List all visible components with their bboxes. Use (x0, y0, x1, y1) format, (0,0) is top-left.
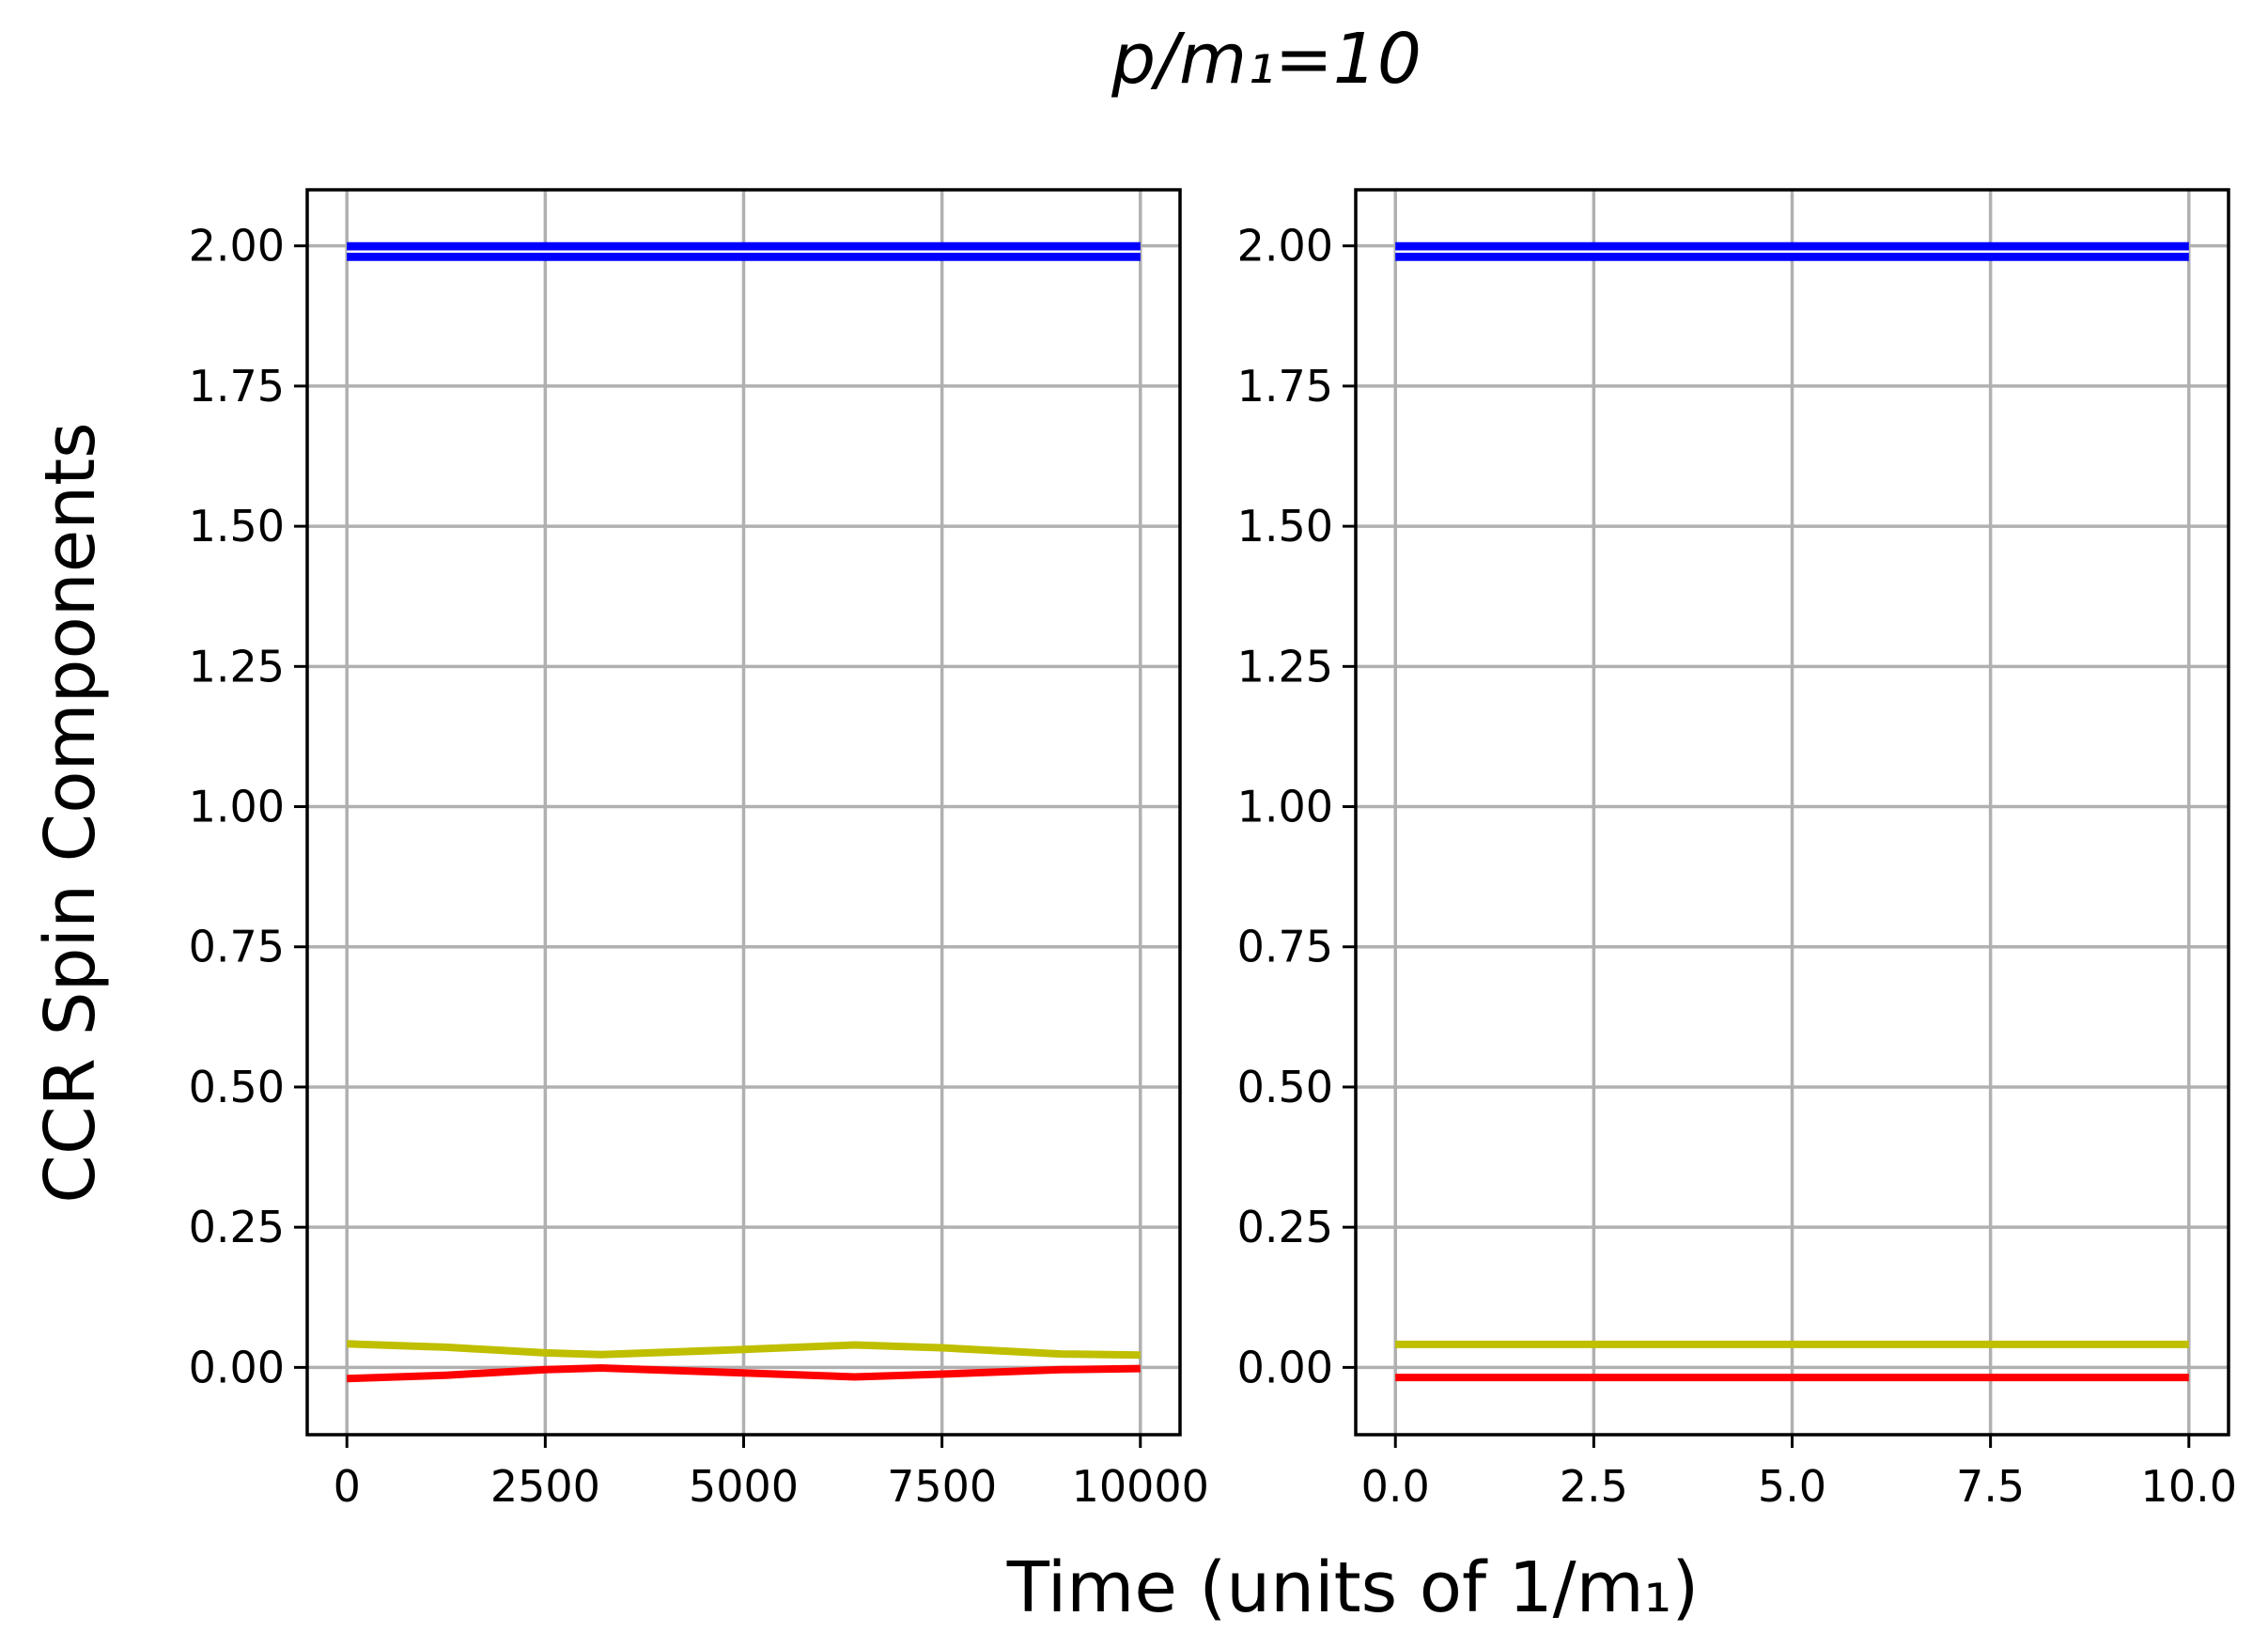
y-tick-label: 1.50 (189, 501, 285, 552)
y-tick-label: 0.25 (189, 1202, 285, 1252)
y-tick-label: 2.00 (1237, 221, 1333, 272)
x-tick-label: 0 (334, 1461, 361, 1512)
x-tick-label: 10.0 (2141, 1461, 2237, 1512)
series-line (347, 1364, 1141, 1383)
y-tick-label: 1.50 (1237, 501, 1333, 552)
y-tick-label: 1.25 (1237, 641, 1333, 692)
left-panel: 0 2500 5000 7500 10000 0.00 0.25 0.50 0.75 1.00 1.… (189, 188, 1209, 1512)
x-tick-label: 10000 (1072, 1461, 1209, 1512)
y-tick-label: 1.75 (1237, 361, 1333, 412)
y-tick-label: 0.75 (1237, 922, 1333, 972)
x-axis-label: Time (units of 1/m₁) (1006, 1547, 1699, 1628)
x-tick-label: 5000 (689, 1461, 799, 1512)
x-tick-label: 5.0 (1758, 1461, 1826, 1512)
y-tick-label: 2.00 (189, 221, 285, 272)
right-panel: 0.0 2.5 5.0 7.5 10.0 0.00 0.25 0.50 0.75 1.00 1.25… (1237, 188, 2237, 1512)
y-tick-label: 0.50 (189, 1062, 285, 1112)
x-tick-label: 7500 (887, 1461, 997, 1512)
x-tick-label: 2.5 (1560, 1461, 1628, 1512)
y-tick-label: 1.25 (189, 641, 285, 692)
y-tick-label: 1.75 (189, 361, 285, 412)
y-axis-label: CCR Spin Components (30, 422, 111, 1203)
figure-title: p/m₁=10 (1111, 19, 1421, 100)
series-line (347, 1340, 1141, 1360)
y-tick-label: 0.75 (189, 922, 285, 972)
y-tick-label: 1.00 (1237, 782, 1333, 832)
x-tick-label: 2500 (490, 1461, 600, 1512)
y-tick-label: 0.25 (1237, 1202, 1333, 1252)
y-tick-label: 0.50 (1237, 1062, 1333, 1112)
x-tick-label: 0.0 (1361, 1461, 1430, 1512)
y-tick-label: 0.00 (1237, 1342, 1333, 1392)
x-tick-label: 7.5 (1956, 1461, 2025, 1512)
y-tick-label: 0.00 (189, 1342, 285, 1392)
y-tick-label: 1.00 (189, 782, 285, 832)
